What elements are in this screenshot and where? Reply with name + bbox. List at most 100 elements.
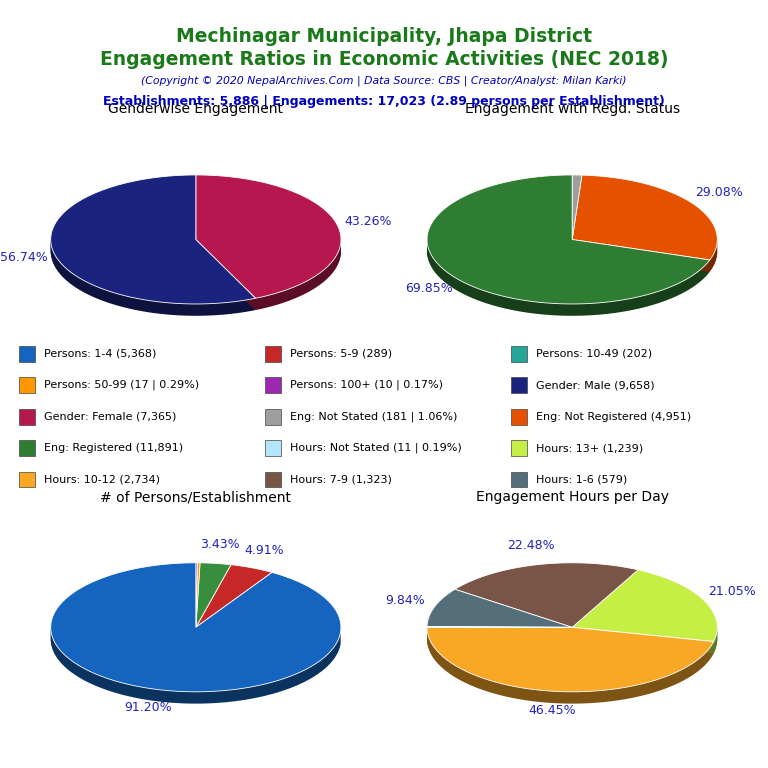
Polygon shape xyxy=(196,240,256,310)
Text: Engagement Ratios in Economic Activities (NEC 2018): Engagement Ratios in Economic Activities… xyxy=(100,50,668,69)
Polygon shape xyxy=(572,637,717,651)
Polygon shape xyxy=(455,563,638,627)
Polygon shape xyxy=(427,240,710,304)
Polygon shape xyxy=(572,631,717,645)
Text: 4.91%: 4.91% xyxy=(244,544,284,557)
Polygon shape xyxy=(572,249,717,270)
Polygon shape xyxy=(427,589,572,627)
Polygon shape xyxy=(427,249,710,313)
FancyBboxPatch shape xyxy=(19,346,35,362)
Polygon shape xyxy=(51,175,256,304)
Text: 46.45%: 46.45% xyxy=(528,704,576,717)
Polygon shape xyxy=(51,563,341,692)
Polygon shape xyxy=(427,639,713,703)
Text: 56.74%: 56.74% xyxy=(0,250,48,263)
Polygon shape xyxy=(196,240,341,300)
Polygon shape xyxy=(196,563,197,627)
Polygon shape xyxy=(196,243,341,303)
Polygon shape xyxy=(427,175,710,304)
Polygon shape xyxy=(51,251,256,316)
Polygon shape xyxy=(196,247,341,306)
Polygon shape xyxy=(51,249,256,313)
Polygon shape xyxy=(51,638,341,703)
Polygon shape xyxy=(572,240,717,260)
FancyBboxPatch shape xyxy=(19,377,35,393)
Polygon shape xyxy=(51,243,256,307)
FancyBboxPatch shape xyxy=(511,409,527,425)
Text: 91.20%: 91.20% xyxy=(124,701,171,714)
Polygon shape xyxy=(427,246,710,310)
Polygon shape xyxy=(427,636,713,700)
Polygon shape xyxy=(572,251,717,272)
Polygon shape xyxy=(196,243,341,302)
FancyBboxPatch shape xyxy=(511,440,527,456)
Polygon shape xyxy=(572,633,717,647)
Polygon shape xyxy=(572,636,717,650)
Polygon shape xyxy=(51,633,341,697)
Text: 9.84%: 9.84% xyxy=(385,594,425,607)
Polygon shape xyxy=(572,240,710,272)
Polygon shape xyxy=(51,631,341,695)
Polygon shape xyxy=(572,628,717,643)
Polygon shape xyxy=(196,175,341,298)
Text: Persons: 10-49 (202): Persons: 10-49 (202) xyxy=(535,349,652,359)
Polygon shape xyxy=(427,243,710,308)
Polygon shape xyxy=(196,249,341,308)
Polygon shape xyxy=(572,246,717,266)
Polygon shape xyxy=(196,251,341,310)
Polygon shape xyxy=(572,250,717,271)
Polygon shape xyxy=(572,570,717,641)
Polygon shape xyxy=(51,631,341,696)
Polygon shape xyxy=(572,242,717,262)
Polygon shape xyxy=(572,634,717,648)
Polygon shape xyxy=(196,242,341,300)
Text: Hours: 10-12 (2,734): Hours: 10-12 (2,734) xyxy=(44,475,160,485)
Polygon shape xyxy=(572,248,717,269)
Polygon shape xyxy=(51,240,196,252)
FancyBboxPatch shape xyxy=(19,409,35,425)
Polygon shape xyxy=(51,240,256,304)
FancyBboxPatch shape xyxy=(265,377,281,393)
Title: Engagement with Regd. Status: Engagement with Regd. Status xyxy=(465,102,680,117)
Text: Eng: Not Stated (181 | 1.06%): Eng: Not Stated (181 | 1.06%) xyxy=(290,412,457,422)
Text: 21.05%: 21.05% xyxy=(708,585,756,598)
FancyBboxPatch shape xyxy=(511,346,527,362)
Polygon shape xyxy=(427,250,710,315)
Text: Persons: 100+ (10 | 0.17%): Persons: 100+ (10 | 0.17%) xyxy=(290,380,443,390)
Polygon shape xyxy=(51,627,196,641)
Text: Eng: Registered (11,891): Eng: Registered (11,891) xyxy=(44,443,184,453)
Polygon shape xyxy=(427,633,713,697)
Text: Persons: 50-99 (17 | 0.29%): Persons: 50-99 (17 | 0.29%) xyxy=(44,380,199,390)
Polygon shape xyxy=(427,638,713,703)
Polygon shape xyxy=(196,564,272,627)
Text: (Copyright © 2020 NepalArchives.Com | Data Source: CBS | Creator/Analyst: Milan : (Copyright © 2020 NepalArchives.Com | Da… xyxy=(141,75,627,86)
Polygon shape xyxy=(51,630,341,694)
Title: Engagement Hours per Day: Engagement Hours per Day xyxy=(475,490,669,505)
Text: Persons: 5-9 (289): Persons: 5-9 (289) xyxy=(290,349,392,359)
Polygon shape xyxy=(51,245,256,310)
Polygon shape xyxy=(572,638,717,652)
Polygon shape xyxy=(51,250,256,315)
Polygon shape xyxy=(427,630,713,694)
Polygon shape xyxy=(572,240,717,261)
Polygon shape xyxy=(51,243,256,308)
Polygon shape xyxy=(427,251,710,316)
Polygon shape xyxy=(572,175,582,240)
Polygon shape xyxy=(427,627,713,692)
Polygon shape xyxy=(196,250,341,309)
Polygon shape xyxy=(51,634,341,698)
Polygon shape xyxy=(51,248,256,313)
Polygon shape xyxy=(196,563,200,627)
Polygon shape xyxy=(427,627,572,641)
FancyBboxPatch shape xyxy=(19,440,35,456)
FancyBboxPatch shape xyxy=(19,472,35,488)
Polygon shape xyxy=(196,563,231,627)
Polygon shape xyxy=(196,240,341,298)
Polygon shape xyxy=(427,245,710,310)
Polygon shape xyxy=(427,637,713,701)
Polygon shape xyxy=(196,246,341,305)
Polygon shape xyxy=(427,248,710,313)
Polygon shape xyxy=(427,247,710,312)
Polygon shape xyxy=(51,637,341,701)
Text: 69.85%: 69.85% xyxy=(406,282,453,295)
